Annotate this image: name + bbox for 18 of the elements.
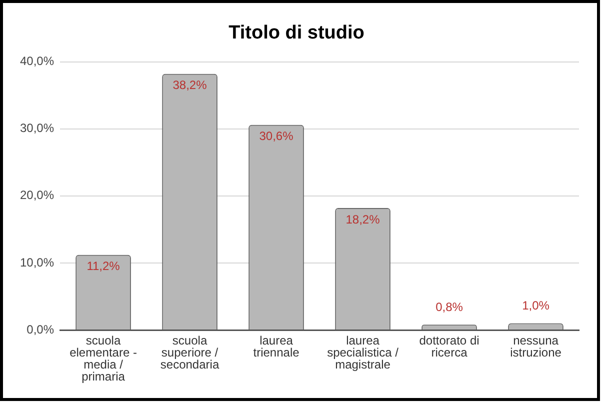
y-tick-label: 30,0%: [20, 121, 54, 136]
data-label: 0,8%: [436, 300, 464, 314]
chart-title: Titolo di studio: [228, 22, 364, 44]
x-tick-label: dottorato di ricerca: [419, 333, 480, 360]
y-tick-label: 20,0%: [20, 188, 54, 202]
y-tick-label: 40,0%: [20, 54, 54, 68]
data-label: 38,2%: [172, 78, 208, 92]
data-label: 30,6%: [259, 129, 294, 144]
x-tick-label: scuola superiore / secondaria: [160, 333, 220, 372]
x-tick-label: laurea specialistica / magistrale: [327, 333, 400, 372]
y-tick-label: 0,0%: [26, 322, 54, 336]
x-tick-label: scuola elementare - media / primaria: [70, 333, 137, 384]
data-label: 1,0%: [522, 298, 550, 313]
x-tick-label: laurea triennale: [253, 333, 300, 360]
data-label: 18,2%: [346, 212, 380, 226]
x-tick-label: nessuna istruzione: [510, 333, 562, 360]
y-tick-label: 10,0%: [20, 255, 54, 270]
data-label: 11,2%: [86, 259, 120, 274]
